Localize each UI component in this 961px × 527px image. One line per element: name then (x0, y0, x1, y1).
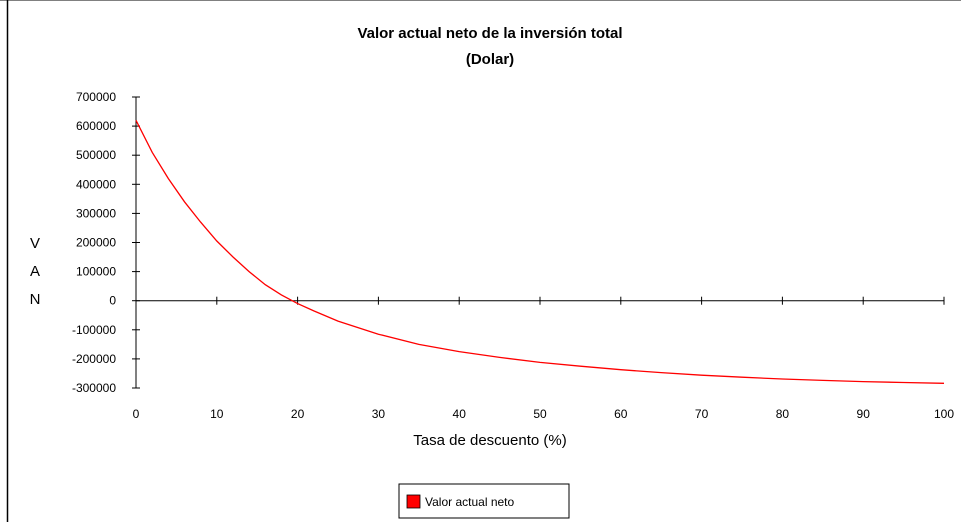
x-tick-label: 40 (453, 407, 467, 421)
y-tick-label: 200000 (76, 236, 116, 250)
y-tick-label: 400000 (76, 177, 116, 191)
x-tick-label: 70 (695, 407, 709, 421)
x-tick-label: 10 (210, 407, 224, 421)
x-tick-label: 100 (934, 407, 954, 421)
x-tick-label: 80 (776, 407, 790, 421)
legend-label: Valor actual neto (425, 495, 514, 509)
y-axis-label-n: N (30, 291, 41, 308)
x-tick-label: 50 (533, 407, 547, 421)
plot-area (135, 120, 945, 384)
series-line-valor-actual-neto (135, 120, 945, 384)
y-tick-label: 700000 (76, 90, 116, 104)
y-tick-label: 100000 (76, 265, 116, 279)
axes: 7000006000005000004000003000002000001000… (72, 90, 954, 421)
chart-title: Valor actual neto de la inversión total (357, 25, 622, 42)
y-tick-label: -300000 (72, 381, 116, 395)
x-tick-label: 90 (857, 407, 871, 421)
y-axis-label-a: A (30, 263, 40, 280)
legend-swatch (406, 494, 421, 509)
y-axis-label-v: V (30, 235, 40, 252)
x-tick-label: 30 (372, 407, 386, 421)
chart-subtitle: (Dolar) (466, 51, 514, 68)
y-tick-label: 500000 (76, 148, 116, 162)
x-tick-label: 60 (614, 407, 628, 421)
legend: Valor actual neto (398, 483, 570, 519)
x-tick-label: 20 (291, 407, 305, 421)
y-tick-label: 0 (109, 294, 116, 308)
legend-box (398, 483, 570, 519)
x-tick-label: 0 (133, 407, 140, 421)
y-tick-label: -100000 (72, 323, 116, 337)
y-tick-label: 300000 (76, 206, 116, 220)
y-tick-label: -200000 (72, 352, 116, 366)
y-tick-label: 600000 (76, 119, 116, 133)
x-axis-label: Tasa de descuento (%) (413, 432, 566, 449)
